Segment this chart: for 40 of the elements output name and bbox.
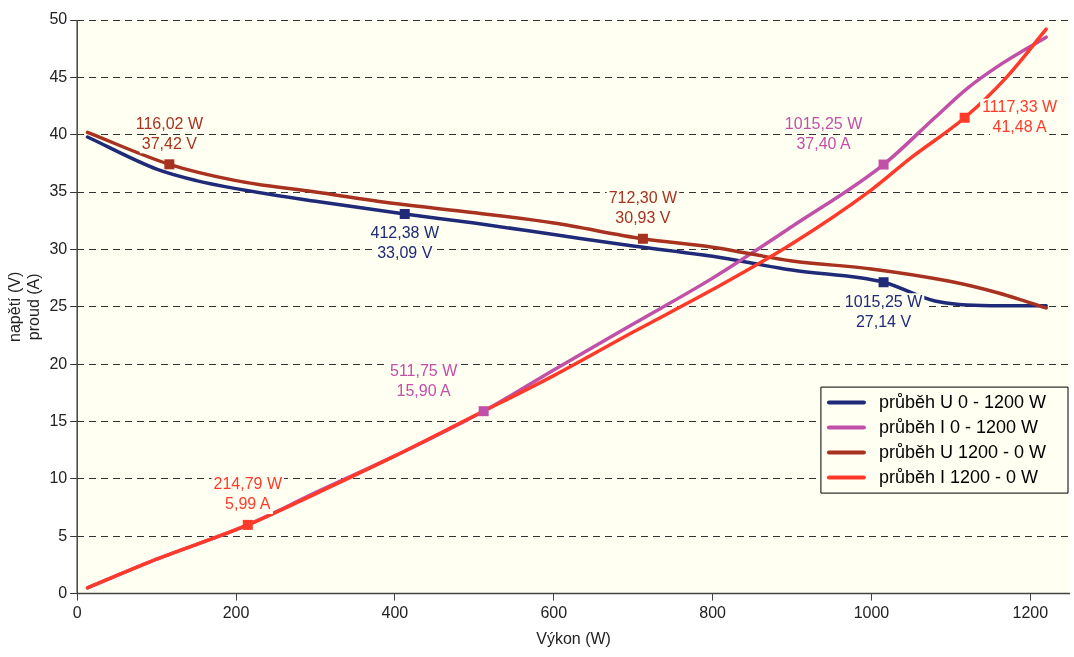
x-tick-label: 0 [72, 603, 82, 621]
point [242, 519, 253, 530]
legend-label: průběh U 0 - 1200 W [878, 391, 1047, 412]
point [959, 112, 970, 123]
y-tick-label: 20 [49, 354, 68, 372]
annotation: 1015,25 W 27,14 V [844, 292, 924, 330]
annotation: 712,30 W 30,93 V [608, 189, 679, 227]
legend-label: průběh I 0 - 1200 W [878, 416, 1039, 437]
x-tick-label: 800 [699, 603, 727, 621]
y-axis-title: napětí (V) proud (A) [6, 271, 43, 342]
x-tick-label: 600 [540, 603, 568, 621]
point [878, 277, 889, 288]
y-tick-label: 5 [58, 526, 68, 544]
x-tick-label: 400 [381, 603, 409, 621]
y-tick-label: 10 [49, 469, 68, 487]
legend-label: průběh U 1200 - 0 W [878, 441, 1047, 462]
legend-label: průběh I 1200 - 0 W [878, 466, 1039, 487]
y-tick-label: 50 [49, 10, 68, 28]
point [399, 208, 410, 219]
y-tick-label: 30 [49, 239, 68, 257]
x-axis-title: Výkon (W) [536, 629, 611, 647]
x-tick-label: 1200 [1012, 603, 1049, 621]
point [164, 159, 175, 170]
y-tick-label: 0 [58, 584, 68, 602]
y-tick-label: 40 [49, 125, 68, 143]
y-tick-label: 35 [49, 182, 68, 200]
annotation: 1117,33 W 41,48 A [982, 98, 1059, 136]
x-tick-label: 1000 [853, 603, 890, 621]
point [637, 233, 648, 244]
annotation: 511,75 W 15,90 A [390, 361, 459, 399]
annotation: 1015,25 W 37,40 A [784, 114, 864, 152]
x-tick-label: 200 [222, 603, 250, 621]
point [478, 406, 489, 417]
y-tick-label: 25 [49, 297, 68, 315]
annotation: 214,79 W 5,99 A [213, 475, 283, 513]
annotation: 412,38 W 33,09 V [370, 224, 440, 262]
point [878, 159, 889, 170]
y-tick-label: 45 [49, 67, 68, 85]
y-tick-label: 15 [49, 411, 68, 429]
annotation: 116,02 W 37,42 V [135, 114, 204, 152]
